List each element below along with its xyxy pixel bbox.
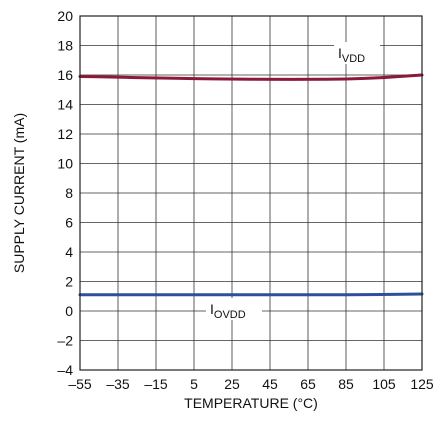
tick-labels: –55 –35 –15 5 25 45 65 85 105 125 –4 –2 0 2 4 6 8 10 12 14 1…: [57, 8, 433, 392]
x-tick-label: 105: [372, 376, 396, 392]
y-tick-label: 6: [65, 215, 73, 231]
curve-label-main: I: [338, 45, 342, 61]
y-tick-label: –4: [57, 362, 73, 378]
series-line-ovdd: [78, 292, 424, 297]
y-tick-label: 8: [65, 185, 73, 201]
x-tick-label: –55: [68, 376, 92, 392]
y-tick-label: 20: [57, 8, 73, 24]
curve-label-ovdd: IOVDD: [210, 301, 246, 321]
y-tick-label: 0: [65, 303, 73, 319]
y-tick-label: 2: [65, 274, 73, 290]
y-tick-label: 18: [57, 38, 73, 54]
x-tick-label: 85: [338, 376, 354, 392]
x-tick-label: 25: [224, 376, 240, 392]
x-tick-label: 125: [410, 376, 434, 392]
x-tick-label: –35: [106, 376, 130, 392]
y-tick-label: 16: [57, 67, 73, 83]
series-line-vdd: [78, 73, 424, 81]
y-tick-label: 10: [57, 156, 73, 172]
curve-label-background: [334, 42, 380, 64]
y-tick-label: 12: [57, 126, 73, 142]
x-axis-label: TEMPERATURE (°C): [184, 395, 318, 411]
y-axis-label: SUPPLY CURRENT (mA): [11, 113, 27, 273]
curve-label-main: I: [210, 301, 214, 317]
y-tick-label: –2: [57, 333, 73, 349]
curve-label-subscript: VDD: [342, 53, 365, 65]
y-tick-label: 14: [57, 97, 73, 113]
curve-label-vdd: IVDD: [338, 45, 365, 65]
x-tick-label: 45: [262, 376, 278, 392]
curve-label-background: [206, 298, 262, 320]
y-tick-label: 4: [65, 244, 73, 260]
curve-label-subscript: OVDD: [214, 309, 246, 321]
plot-border: [79, 15, 423, 371]
x-tick-label: 65: [300, 376, 316, 392]
x-tick-label: –15: [144, 376, 168, 392]
x-tick-label: 5: [190, 376, 198, 392]
series-lines: [78, 73, 424, 297]
